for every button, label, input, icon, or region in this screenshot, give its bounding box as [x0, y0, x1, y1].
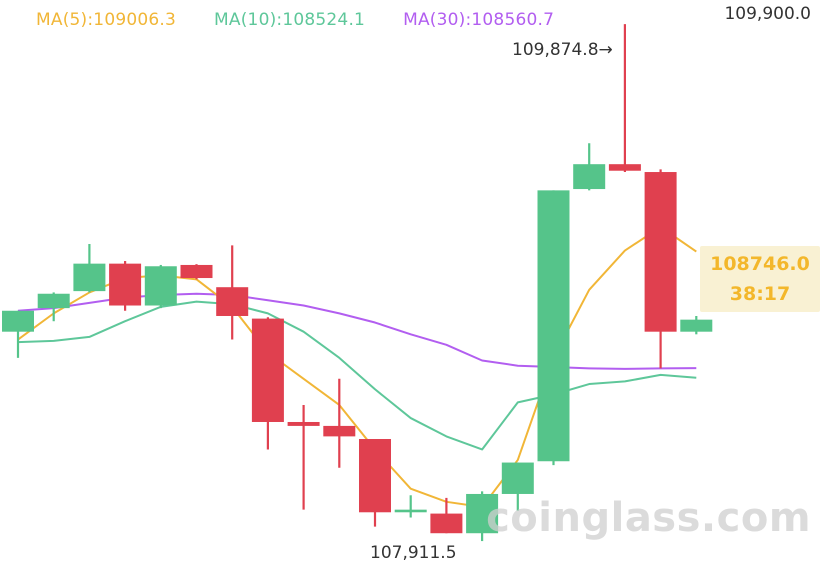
candle-up	[144, 266, 177, 306]
candle-down	[644, 172, 677, 332]
candle-up	[573, 164, 606, 190]
candle-up	[537, 190, 570, 462]
candle-up	[501, 462, 534, 494]
low-annotation: 107,911.5	[370, 543, 457, 563]
current-price: 108746.0	[710, 253, 810, 275]
candlestick-chart	[2, 24, 713, 542]
candle-countdown: 38:17	[729, 283, 791, 305]
candle-down	[359, 439, 391, 513]
ma5-legend-label: MA(5):109006.3	[36, 10, 177, 30]
high-annotation: 109,874.8→	[512, 40, 613, 60]
candle-down	[216, 287, 249, 316]
ma10-legend-label: MA(10):108524.1	[214, 10, 366, 30]
candle-down	[287, 421, 320, 426]
candle-down	[180, 264, 213, 279]
ma30-legend-label: MA(30):108560.7	[403, 10, 555, 30]
top-price-label: 109,900.0	[724, 4, 811, 24]
candle-up	[37, 293, 70, 309]
candle-down	[109, 263, 142, 306]
candle-up	[73, 263, 106, 292]
candle-up	[466, 493, 499, 534]
ma-legend: MA(5):109006.3 MA(10):108524.1 MA(30):10…	[36, 10, 554, 30]
candle-down	[251, 318, 284, 422]
candle-down	[608, 164, 641, 171]
candle-up	[680, 319, 713, 332]
watermark-logo: coinglass.com	[486, 495, 811, 541]
current-price-tag: 108746.0 38:17	[700, 246, 820, 312]
ma10-line	[17, 300, 697, 451]
candle-down	[430, 513, 463, 534]
candle-up	[2, 310, 34, 332]
candles-group	[2, 24, 713, 542]
candle-down	[323, 425, 356, 437]
candle-up	[394, 509, 427, 513]
